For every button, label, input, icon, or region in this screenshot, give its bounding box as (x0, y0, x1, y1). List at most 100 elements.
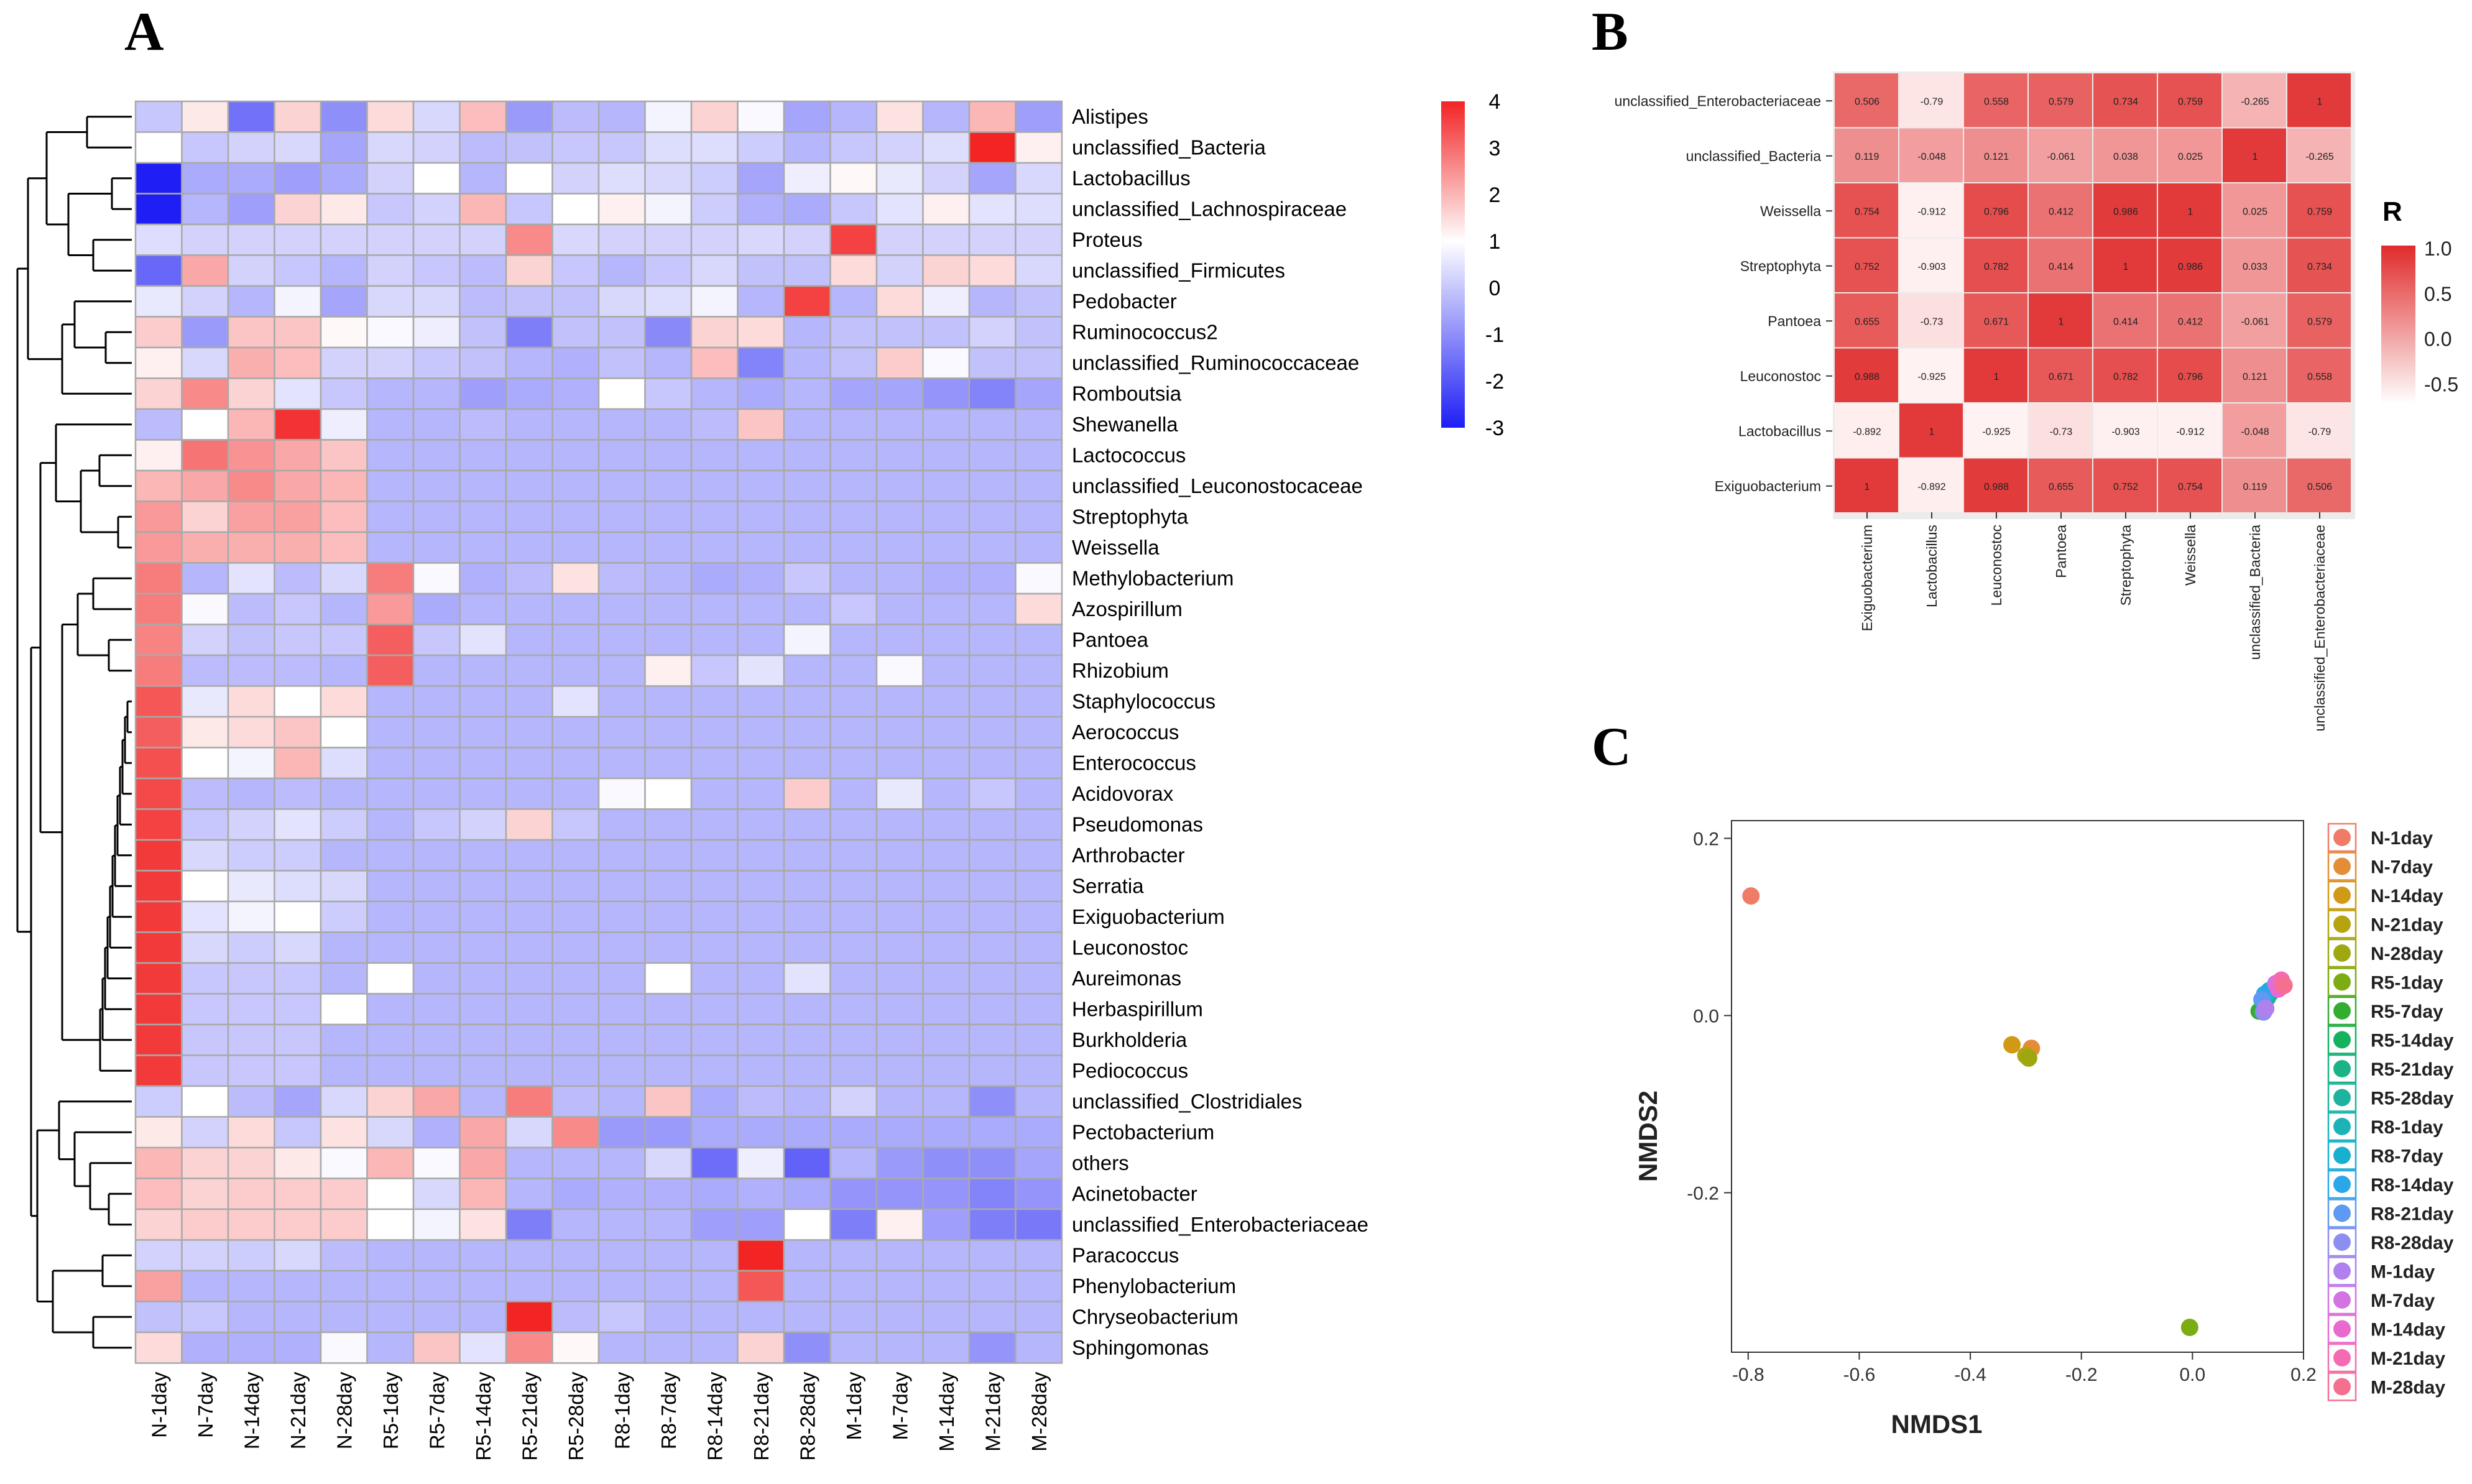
heatmap-cell (597, 1208, 646, 1241)
heatmap-cell (227, 285, 275, 318)
correlation-value-label: 1 (2188, 206, 2193, 217)
heatmap-cell (181, 962, 229, 995)
heatmap-cell (459, 993, 507, 1026)
correlation-cell (1964, 73, 2027, 127)
heatmap-cell (227, 377, 275, 410)
heatmap-cell (227, 962, 275, 995)
correlation-cell (2287, 73, 2351, 127)
heatmap-cell (737, 839, 785, 872)
heatmap-cell (274, 1270, 322, 1302)
heatmap-cell (644, 1085, 693, 1118)
heatmap-cell (829, 962, 878, 995)
heatmap-cell (644, 1331, 693, 1364)
heatmap-row-label: Arthrobacter (1072, 844, 1185, 867)
heatmap-cell (505, 839, 553, 872)
heatmap-cell (690, 839, 739, 872)
heatmap-cell (274, 1085, 322, 1118)
heatmap-cell (644, 900, 693, 933)
heatmap-cell (366, 1023, 415, 1056)
heatmap-row-label: Rhizobium (1072, 659, 1169, 682)
heatmap-a-row-labels: Alistipes unclassified_Bacteria Lactobacil… (1072, 105, 1368, 1359)
legend-key-dot (2333, 1002, 2351, 1020)
heatmap-cell (968, 377, 1017, 410)
heatmap-cell (181, 1085, 229, 1118)
heatmap-cell (690, 316, 739, 349)
correlation-value-label: 0.671 (1984, 316, 2009, 327)
heatmap-cell (922, 716, 971, 749)
correlation-column-label: Leuconostoc (1988, 525, 2004, 606)
heatmap-cell (690, 223, 739, 256)
heatmap-cell (737, 377, 785, 410)
panel-c-nmds: -0.8 -0.6 -0.4 -0.2 0.0 0.2 0.2 0.0 -0.2 NMDS1 NMD… (1633, 820, 2454, 1439)
heatmap-cell (134, 1301, 183, 1334)
heatmap-cell (551, 1054, 600, 1087)
heatmap-cell (922, 1146, 971, 1179)
heatmap-cell (227, 993, 275, 1026)
heatmap-cell (412, 1178, 461, 1210)
heatmap-cell (412, 931, 461, 964)
heatmap-cell (690, 592, 739, 625)
heatmap-cell (1015, 316, 1063, 349)
correlation-value-label: 1 (2059, 316, 2064, 327)
heatmap-cell (227, 747, 275, 780)
legend-label: R5-28day (2371, 1089, 2454, 1109)
correlation-value-label: 1 (2123, 262, 2129, 272)
heatmap-cell (875, 562, 924, 595)
heatmap-column-label: R5-21day (518, 1371, 541, 1461)
heatmap-cell (875, 439, 924, 472)
heatmap-cell (737, 808, 785, 841)
heatmap-row-label: Burkholderia (1072, 1028, 1188, 1051)
panel-letter-c: C (1592, 717, 1631, 777)
y-tick-label: 0.2 (1693, 829, 1719, 850)
heatmap-cell (320, 839, 368, 872)
heatmap-cell (181, 1023, 229, 1056)
heatmap-cell (459, 1054, 507, 1087)
heatmap-cell (644, 931, 693, 964)
heatmap-cell (968, 839, 1017, 872)
heatmap-cell (1015, 500, 1063, 533)
heatmap-cell (227, 1301, 275, 1334)
correlation-value-label: 0.025 (2178, 152, 2203, 162)
heatmap-cell (968, 592, 1017, 625)
heatmap-cell (227, 931, 275, 964)
heatmap-cell (551, 562, 600, 595)
heatmap-cell (829, 346, 878, 379)
x-tick-label: 0.2 (2290, 1365, 2317, 1385)
correlation-value-label: 0.752 (2113, 482, 2138, 492)
heatmap-cell (459, 531, 507, 564)
heatmap-cell (459, 839, 507, 872)
heatmap-cell (366, 162, 415, 195)
heatmap-cell (1015, 870, 1063, 903)
heatmap-cell (320, 777, 368, 810)
heatmap-cell (597, 870, 646, 903)
heatmap-cell (181, 316, 229, 349)
heatmap-cell (227, 1054, 275, 1087)
heatmap-cell (690, 1301, 739, 1334)
heatmap-cell (1015, 469, 1063, 502)
heatmap-cell (1015, 100, 1063, 133)
heatmap-cell (829, 254, 878, 287)
heatmap-cell (922, 162, 971, 195)
heatmap-cell (551, 592, 600, 625)
heatmap-cell (227, 1331, 275, 1364)
heatmap-cell (875, 747, 924, 780)
heatmap-cell (366, 100, 415, 133)
correlation-row-labels: unclassified_Enterobacteriaceae unclassif… (1615, 93, 1832, 494)
heatmap-cell (505, 1239, 553, 1272)
heatmap-cell (181, 500, 229, 533)
heatmap-cell (644, 408, 693, 441)
heatmap-cell (505, 408, 553, 441)
heatmap-cell (551, 408, 600, 441)
correlation-value-label: -0.912 (1917, 206, 1945, 217)
heatmap-row-label: Aureimonas (1072, 967, 1181, 990)
heatmap-cell (459, 931, 507, 964)
heatmap-column-label: R5-7day (425, 1371, 448, 1449)
heatmap-cell (597, 716, 646, 749)
heatmap-row-label: Streptophyta (1072, 505, 1189, 528)
correlation-value-label: -0.892 (1853, 426, 1881, 437)
heatmap-cell (644, 870, 693, 903)
heatmap-cell (690, 254, 739, 287)
heatmap-cell (922, 993, 971, 1026)
heatmap-cell (829, 316, 878, 349)
correlation-cell (2029, 128, 2092, 182)
